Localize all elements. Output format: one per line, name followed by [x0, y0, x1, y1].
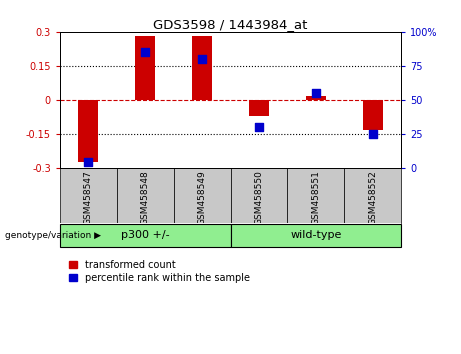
Bar: [135, 36, 155, 100]
Bar: [117, 169, 174, 223]
Point: [369, 131, 376, 137]
Bar: [230, 169, 287, 223]
Bar: [363, 100, 383, 130]
Bar: [174, 169, 230, 223]
Text: p300 +/-: p300 +/-: [121, 230, 170, 240]
Text: GSM458551: GSM458551: [311, 170, 320, 225]
Bar: [306, 96, 326, 100]
Bar: [78, 100, 98, 161]
Title: GDS3598 / 1443984_at: GDS3598 / 1443984_at: [154, 18, 307, 31]
Legend: transformed count, percentile rank within the sample: transformed count, percentile rank withi…: [65, 256, 254, 287]
Bar: [344, 169, 401, 223]
Bar: [60, 169, 117, 223]
Text: GSM458549: GSM458549: [198, 170, 207, 225]
Point: [198, 56, 206, 62]
Point: [85, 159, 92, 164]
Bar: [249, 100, 269, 116]
Bar: [60, 224, 230, 246]
Text: genotype/variation ▶: genotype/variation ▶: [5, 231, 100, 240]
Text: wild-type: wild-type: [290, 230, 342, 240]
Point: [142, 50, 149, 55]
Bar: [287, 169, 344, 223]
Bar: [192, 36, 212, 100]
Text: GSM458547: GSM458547: [84, 170, 93, 225]
Text: GSM458550: GSM458550: [254, 170, 263, 225]
Bar: [230, 224, 401, 246]
Text: GSM458548: GSM458548: [141, 170, 150, 225]
Point: [312, 91, 319, 96]
Text: GSM458552: GSM458552: [368, 170, 377, 225]
Point: [255, 125, 263, 130]
